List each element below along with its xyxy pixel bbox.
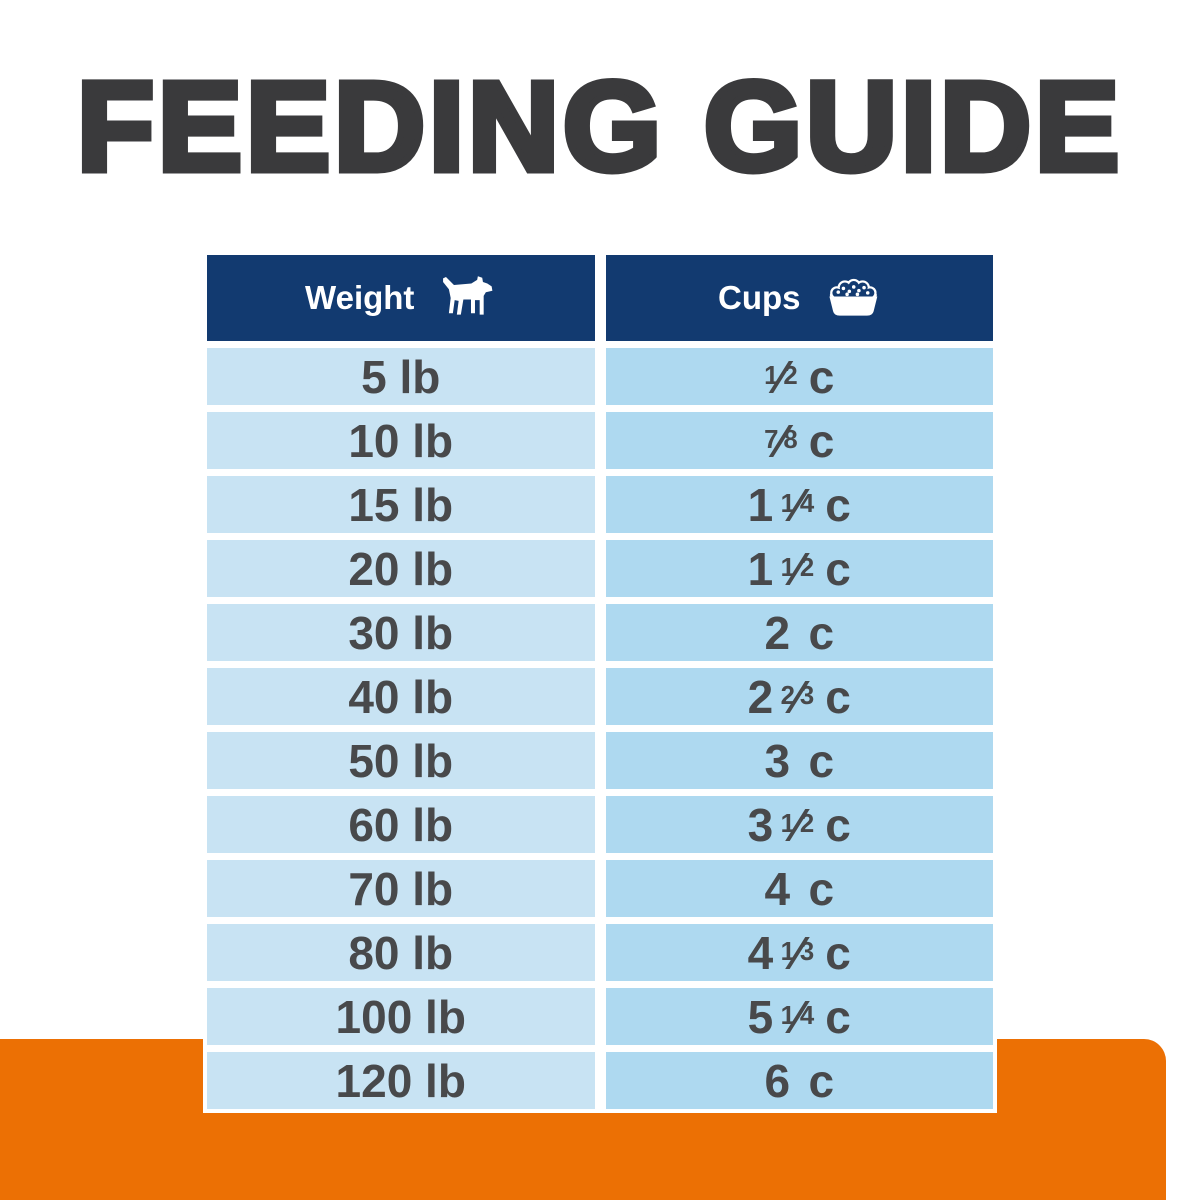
table-row: 10 lb 7 ⁄ 8 c (207, 412, 993, 469)
table-row: 60 lb 3 1 ⁄ 2 c (207, 796, 993, 853)
cups-value-part: c (808, 606, 835, 659)
cups-value-part: 1 (747, 478, 774, 531)
weight-cell: 70 lb (207, 860, 595, 917)
cups-value-part: c (808, 862, 835, 915)
weight-cell: 50 lb (207, 732, 595, 789)
cups-value-part: ⁄ (793, 478, 802, 531)
cups-value-part: ⁄ (793, 542, 802, 595)
cups-value-part: 4 (747, 926, 774, 979)
cups-value-part: 1 (764, 361, 779, 390)
cups-value-part: ⁄ (793, 990, 802, 1043)
cups-value-part: 4 (799, 489, 815, 518)
weight-cell: 120 lb (207, 1052, 595, 1109)
page-title: FEEDING GUIDE (73, 56, 1124, 197)
cups-value-part: 2 (799, 809, 815, 838)
cups-value-part: 3 (799, 681, 815, 710)
dog-icon (438, 276, 496, 320)
cups-value-part: 1 (780, 809, 795, 838)
cups-cell: 1 1 ⁄ 2 c (605, 540, 993, 597)
cups-cell: 3 1 ⁄ 2 c (605, 796, 993, 853)
cups-value-part: ⁄ (777, 350, 785, 403)
cups-value-part: 2 (799, 553, 815, 582)
weight-cell: 100 lb (207, 988, 595, 1045)
cups-value-part: 3 (799, 937, 815, 966)
cups-value-part: 2 (747, 670, 774, 723)
cups-value-part: 3 (764, 734, 791, 787)
weight-header-label: Weight (305, 279, 415, 316)
cups-value-part: c (825, 670, 851, 723)
cups-cell: 4 1 ⁄ 3 c (605, 924, 993, 981)
table-row: 100 lb 5 1 ⁄ 4 c (207, 988, 993, 1045)
cups-value-part: 5 (747, 990, 774, 1043)
table-row: 20 lb 1 1 ⁄ 2 c (207, 540, 993, 597)
weight-cell: 40 lb (207, 668, 595, 725)
table-row: 15 lb 1 1 ⁄ 4 c (207, 476, 993, 533)
cups-value-part: 3 (747, 798, 774, 851)
cups-value-part: 2 (780, 681, 795, 710)
cups-value-part: c (825, 478, 851, 531)
table-header-row: Weight Cups (207, 255, 993, 341)
cups-value-part: 4 (799, 1001, 815, 1030)
cups-value-part: c (825, 542, 851, 595)
cups-cell: 1 ⁄ 2 c (605, 348, 993, 405)
cups-value-part: c (825, 926, 851, 979)
food-bowl-icon (825, 277, 881, 319)
cups-value-part: 1 (780, 1001, 795, 1030)
table-row: 80 lb 4 1 ⁄ 3 c (207, 924, 993, 981)
weight-cell: 60 lb (207, 796, 595, 853)
cups-column-header: Cups (605, 255, 993, 341)
weight-cell: 30 lb (207, 604, 595, 661)
cups-value-part: ⁄ (793, 798, 802, 851)
cups-value-part: 2 (764, 606, 791, 659)
table-row: 40 lb 2 2 ⁄ 3 c (207, 668, 993, 725)
cups-value-part: ⁄ (793, 926, 802, 979)
cups-value-part: 1 (780, 489, 795, 518)
cups-value-part: 4 (764, 862, 791, 915)
weight-cell: 80 lb (207, 924, 595, 981)
cups-value-part: 1 (780, 937, 795, 966)
cups-value-part: c (808, 1054, 835, 1107)
cups-header-label: Cups (718, 279, 801, 316)
weight-cell: 15 lb (207, 476, 595, 533)
cups-value-part: ⁄ (777, 414, 785, 467)
cups-value-part: c (808, 414, 835, 467)
weight-cell: 10 lb (207, 412, 595, 469)
feeding-table: Weight Cups (203, 251, 997, 1113)
cups-value-part: c (808, 734, 835, 787)
weight-cell: 20 lb (207, 540, 595, 597)
cups-value-part: c (825, 990, 851, 1043)
cups-value-part: ⁄ (793, 670, 802, 723)
cups-cell: 2 2 ⁄ 3 c (605, 668, 993, 725)
weight-column-header: Weight (207, 255, 595, 341)
cups-value-part: 2 (783, 361, 798, 390)
cups-value-part: 1 (747, 542, 774, 595)
cups-value-part: c (808, 350, 835, 403)
weight-cell: 5 lb (207, 348, 595, 405)
cups-value-part: 8 (783, 425, 798, 454)
cups-value-part: 7 (764, 425, 779, 454)
table-body: 5 lb 1 ⁄ 2 c 10 lb 7 ⁄ 8 c 15 lb 1 1 ⁄ 4 c 20 lb 1… (207, 348, 993, 1109)
cups-value-part: c (825, 798, 851, 851)
cups-value-part: 6 (764, 1054, 791, 1107)
table-row: 5 lb 1 ⁄ 2 c (207, 348, 993, 405)
cups-value-part: 1 (780, 553, 795, 582)
cups-cell: 1 1 ⁄ 4 c (605, 476, 993, 533)
cups-cell: 7 ⁄ 8 c (605, 412, 993, 469)
cups-cell: 5 1 ⁄ 4 c (605, 988, 993, 1045)
